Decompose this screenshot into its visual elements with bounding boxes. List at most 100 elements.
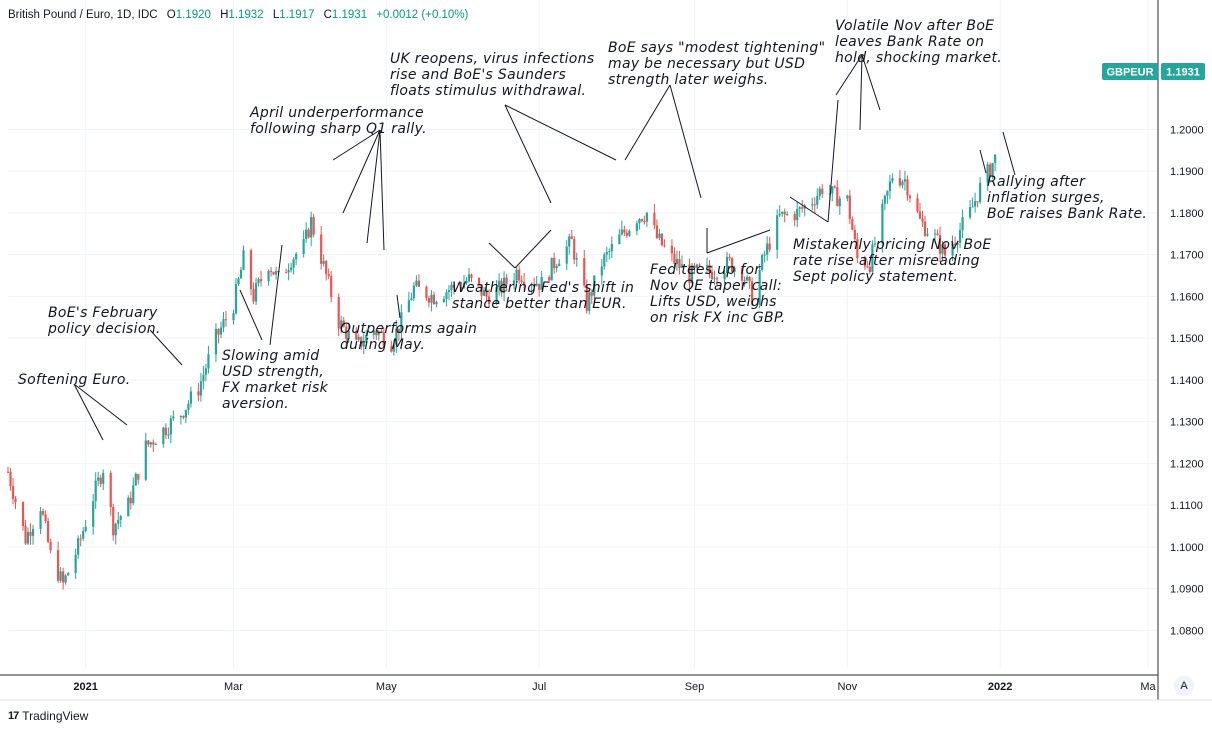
candle-up: [645, 212, 648, 222]
candle-up: [933, 233, 937, 235]
candle-up: [357, 336, 360, 340]
candle-up: [502, 277, 506, 294]
candle-down: [740, 268, 744, 281]
candle-up: [445, 292, 448, 299]
candle-up: [435, 301, 438, 305]
annotation-line: Sept policy statement.: [793, 269, 958, 285]
annotation-line: Outperforms again: [340, 321, 477, 337]
candle-up: [558, 263, 561, 267]
candle-down: [548, 276, 551, 281]
annotation-leader-lines: [73, 54, 1016, 441]
price-tag-ticker-bg: [1102, 63, 1158, 80]
candle-down: [590, 292, 593, 296]
candle-up: [951, 243, 954, 256]
auto-scale-button[interactable]: A: [1174, 676, 1194, 696]
candle-down: [6, 471, 10, 473]
x-tick-label[interactable]: Jul: [532, 681, 546, 693]
candle-down: [41, 511, 45, 515]
symbol-title[interactable]: British Pound / Euro, 1D, IDC: [8, 9, 158, 21]
candle-up: [392, 344, 395, 352]
y-tick-label[interactable]: 1.2000: [1170, 124, 1204, 136]
candle-down: [46, 521, 50, 542]
candle-up: [778, 213, 781, 216]
annotation-text: Outperforms again during May.: [340, 321, 477, 353]
x-tick-label[interactable]: Ma: [1140, 681, 1156, 693]
candle-up: [219, 327, 223, 335]
candle-up: [119, 516, 122, 520]
y-axis-labels[interactable]: 1.2000 1.1900 1.1800 1.1700 1.1600 1.1500 1.14…: [1170, 124, 1204, 637]
annotation-line: rise and BoE's Saunders: [390, 67, 566, 83]
candle-up: [986, 164, 989, 183]
high-label: H: [220, 9, 229, 21]
candle-up: [575, 258, 578, 260]
y-tick-label[interactable]: 1.0900: [1170, 584, 1204, 596]
candle-down: [29, 531, 32, 536]
candle-down: [397, 328, 400, 333]
annotation-text: Fed tees up for Nov QE taper call: Lifts U…: [650, 262, 786, 326]
annotation-line: may be necessary but USD: [608, 56, 805, 72]
candle-down: [197, 391, 200, 396]
candle-up: [214, 328, 218, 355]
candle-up: [132, 485, 135, 504]
candle-down: [670, 245, 674, 254]
candle-up: [26, 531, 30, 544]
candle-down: [520, 280, 523, 282]
annotation-leader: [269, 244, 283, 346]
y-tick-label[interactable]: 1.1200: [1170, 458, 1204, 470]
x-tick-label[interactable]: May: [376, 681, 397, 693]
candle-up: [675, 258, 679, 264]
annotation-leader: [706, 229, 771, 254]
tradingview-watermark[interactable]: 17 TradingView: [8, 709, 88, 723]
x-axis-labels[interactable]: 2021 Mar May Jul Sep Nov 2022 Ma: [73, 681, 1156, 693]
candle-up: [705, 264, 709, 266]
annotation-line: strength later weighs.: [608, 72, 769, 88]
y-tick-label[interactable]: 1.1300: [1170, 417, 1204, 429]
candle-up: [31, 528, 35, 536]
candle-up: [891, 178, 894, 182]
candle-up: [888, 181, 892, 191]
candle-up: [971, 206, 974, 208]
x-tick-label[interactable]: Sep: [685, 681, 705, 693]
annotation-leader: [861, 54, 881, 111]
candle-up: [746, 276, 749, 281]
candle-up: [811, 204, 814, 206]
y-tick-label[interactable]: 1.1800: [1170, 208, 1204, 220]
candle-down: [57, 550, 60, 581]
candle-down: [137, 473, 140, 480]
watermark-text: TradingView: [22, 709, 89, 723]
x-tick-label[interactable]: Nov: [838, 681, 858, 693]
candle-down: [710, 271, 714, 279]
candle-down: [533, 284, 536, 286]
x-tick-label[interactable]: 2021: [73, 681, 97, 693]
candle-down: [938, 235, 942, 254]
candle-up: [377, 332, 380, 336]
candle-down: [989, 164, 992, 177]
y-tick-label[interactable]: 1.1400: [1170, 375, 1204, 387]
candle-down: [224, 319, 228, 321]
annotation-text: BoE says "modest tightening" may be neces…: [608, 40, 825, 88]
x-tick-label[interactable]: 2022: [988, 681, 1012, 693]
y-tick-label[interactable]: 1.1100: [1170, 500, 1203, 512]
candle-down: [921, 218, 924, 222]
annotation-text: Rallying after inflation surges, BoE raise…: [987, 174, 1147, 222]
y-tick-label[interactable]: 1.1500: [1170, 333, 1204, 345]
y-tick-label[interactable]: 1.1900: [1170, 166, 1204, 178]
candle-up: [883, 195, 887, 204]
y-tick-label[interactable]: 1.1000: [1170, 542, 1204, 554]
candle-down: [553, 257, 556, 269]
candle-down: [79, 538, 82, 540]
annotation-line: hold, shocking market.: [835, 50, 1002, 66]
y-tick-label[interactable]: 1.1600: [1170, 291, 1204, 303]
candle-up: [162, 427, 165, 445]
x-tick-label[interactable]: Mar: [224, 681, 243, 693]
y-tick-label[interactable]: 1.1700: [1170, 250, 1204, 262]
annotation-leader: [1002, 131, 1016, 176]
candle-up: [410, 298, 413, 301]
y-tick-label[interactable]: 1.0800: [1170, 625, 1204, 637]
candle-down: [427, 298, 431, 303]
candle-up: [467, 274, 471, 281]
candle-down: [643, 221, 646, 223]
annotation-line: April underperformance: [249, 105, 424, 121]
candle-up: [846, 195, 849, 199]
